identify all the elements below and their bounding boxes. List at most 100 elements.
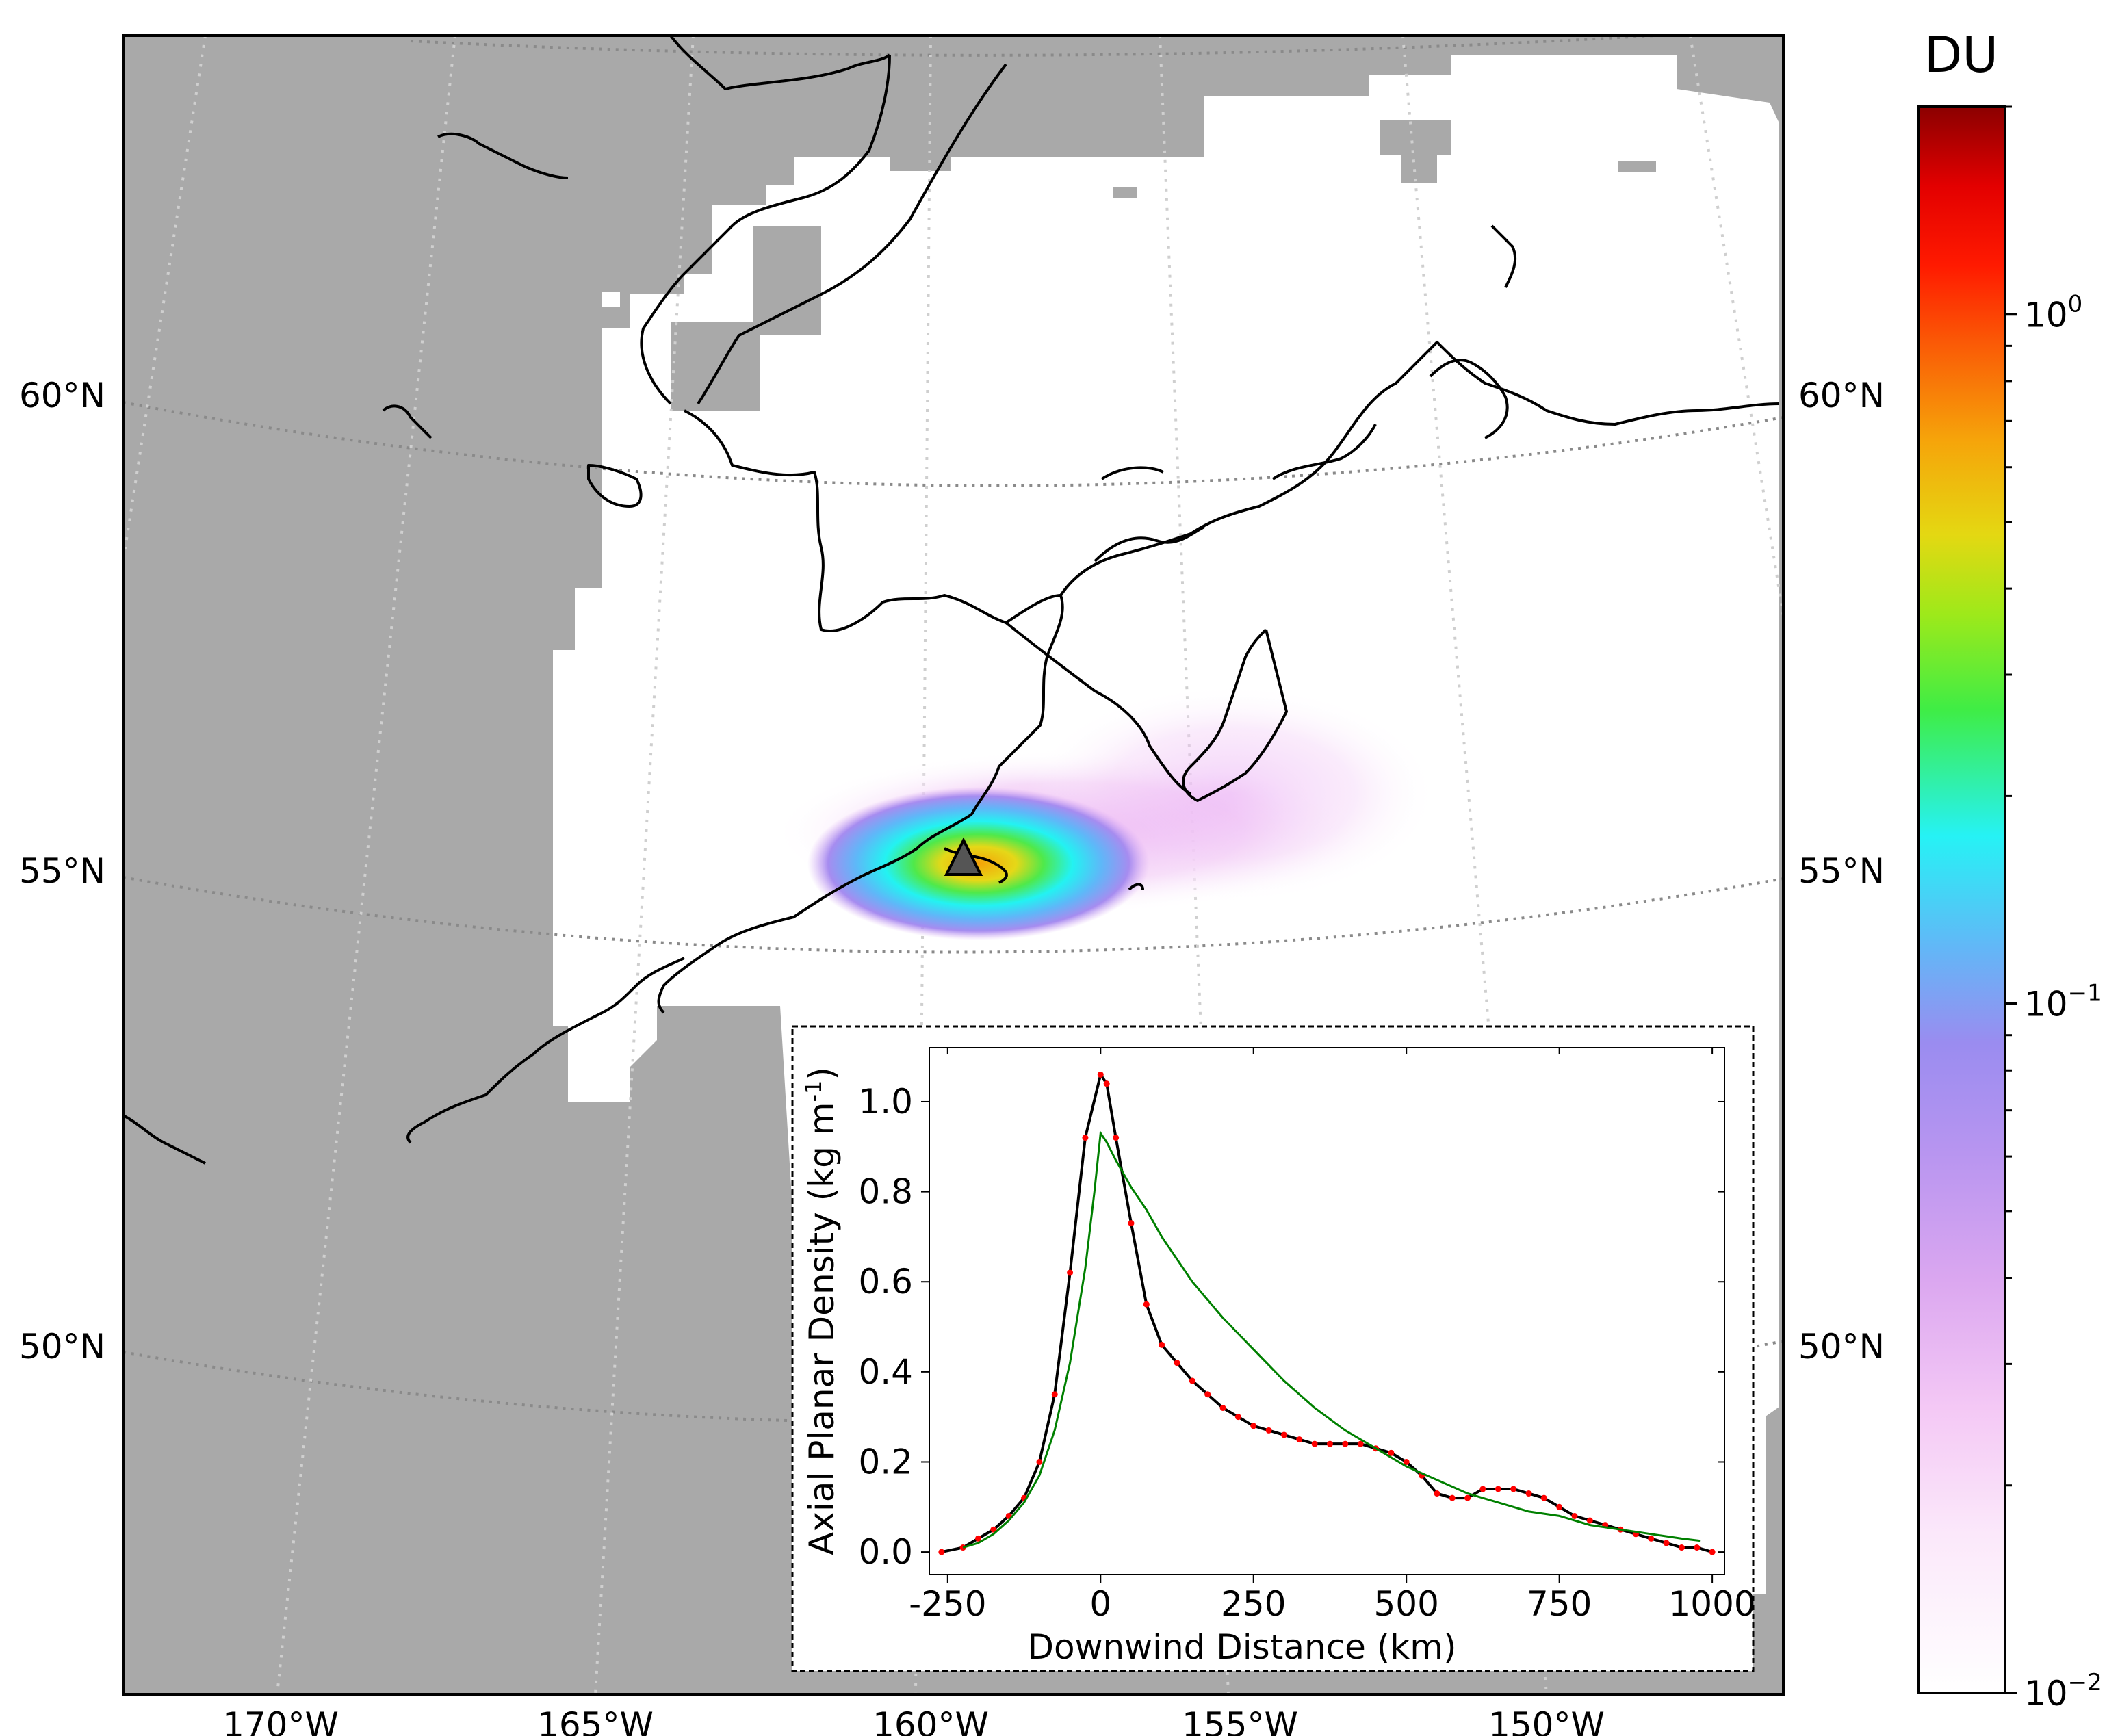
inset-data-point xyxy=(1250,1423,1257,1429)
inset-data-point xyxy=(1449,1494,1456,1501)
no-data-patch xyxy=(1401,155,1437,183)
inset-y-axis-label: Axial Planar Density (kg m-1) xyxy=(801,1067,842,1555)
inset-series-line-0 xyxy=(941,1071,1713,1554)
colorbar-gradient xyxy=(1917,105,2006,1694)
inset-data-point xyxy=(1586,1517,1593,1524)
map-frame xyxy=(122,34,1785,1696)
longitude-labels: 170°W 165°W 160°W 155°W 150°W xyxy=(222,1705,1605,1736)
no-data-patch xyxy=(1618,161,1656,172)
inset-x-ticks: -250 0 250 500 750 1000 xyxy=(909,1048,1756,1624)
inset-data-point xyxy=(1326,1440,1333,1447)
inset-y-tick-label: 0.8 xyxy=(858,1172,913,1212)
inset-data-point xyxy=(1510,1486,1517,1492)
no-data-patch xyxy=(1113,187,1137,198)
lat-label-55-right: 55°N xyxy=(1798,851,1885,891)
inset-data-point xyxy=(1174,1360,1180,1366)
colorbar-tick-label: 100 xyxy=(2024,290,2082,335)
inset-data-point xyxy=(1265,1427,1272,1434)
inset-data-point xyxy=(1540,1494,1547,1501)
inset-data-point xyxy=(1357,1440,1364,1447)
colorbar-tick-label: 10−1 xyxy=(2024,980,2102,1024)
inset-data-point xyxy=(990,1526,997,1533)
inset-data-point xyxy=(1189,1377,1195,1384)
colorbar-tick-label: 10−2 xyxy=(2024,1669,2102,1713)
inset-data-point xyxy=(1571,1512,1578,1519)
colorbar: DU 100 10−1 10−2 xyxy=(1917,26,2102,1713)
inset-data-point xyxy=(1113,1135,1120,1141)
no-data-patch xyxy=(602,292,620,307)
lon-label-170w: 170°W xyxy=(222,1705,339,1736)
inset-data-point xyxy=(1342,1440,1349,1447)
inset-data-point xyxy=(1103,1080,1110,1087)
lon-label-165w: 165°W xyxy=(537,1705,654,1736)
inset-data-point xyxy=(1204,1391,1211,1398)
inset-data-point xyxy=(1219,1404,1226,1411)
inset-data-point xyxy=(1678,1544,1685,1551)
lon-label-160w: 160°W xyxy=(872,1705,989,1736)
inset-data-point xyxy=(1234,1414,1241,1421)
volcano-triangle-icon xyxy=(944,837,983,876)
inset-data-point xyxy=(959,1544,966,1551)
inset-data-point xyxy=(1648,1535,1655,1542)
inset-data-point xyxy=(1097,1071,1104,1078)
inset-x-axis-label: Downwind Distance (km) xyxy=(1028,1627,1457,1667)
coastlines xyxy=(123,36,1780,1165)
inset-data-point xyxy=(1036,1458,1043,1465)
plume-core xyxy=(807,787,1150,940)
inset-chart: -250 0 250 500 750 1000 0.0 0.2 0.4 0.6 0.8 1.0 Do… xyxy=(791,1025,1756,1672)
lat-label-50-right: 50°N xyxy=(1798,1327,1885,1366)
inset-x-tick-label: 750 xyxy=(1527,1584,1592,1624)
latitude-labels-left: 60°N 55°N 50°N xyxy=(19,376,105,1366)
inset-data-point xyxy=(1159,1341,1165,1348)
inset-data-point xyxy=(1280,1431,1287,1438)
graticule-meridians xyxy=(123,36,1783,1694)
inset-y-tick-label: 0.2 xyxy=(858,1442,913,1481)
inset-x-tick-label: 0 xyxy=(1089,1584,1111,1624)
inset-data-point xyxy=(1694,1544,1701,1551)
lat-label-55-left: 55°N xyxy=(19,851,105,891)
lon-label-155w: 155°W xyxy=(1182,1705,1298,1736)
inset-data-point xyxy=(1479,1486,1486,1492)
inset-data-point xyxy=(1311,1440,1318,1447)
inset-series xyxy=(938,1071,1716,1555)
no-data-patch xyxy=(671,322,760,411)
inset-data-point xyxy=(1388,1449,1395,1456)
inset-data-point xyxy=(1143,1301,1150,1308)
inset-data-point xyxy=(1434,1490,1440,1497)
inset-data-point xyxy=(1709,1549,1716,1555)
colorbar-ticks: 100 10−1 10−2 xyxy=(2005,105,2102,1713)
inset-y-tick-label: 1.0 xyxy=(858,1082,913,1122)
inset-data-point xyxy=(1067,1269,1074,1276)
inset-data-point xyxy=(975,1535,982,1542)
inset-data-point xyxy=(1663,1540,1670,1546)
no-data-patch xyxy=(1380,120,1451,155)
latitude-labels-right: 60°N 55°N 50°N xyxy=(1798,376,1885,1366)
inset-x-tick-label: 250 xyxy=(1221,1584,1286,1624)
inset-plot-area xyxy=(929,1047,1725,1575)
lat-label-50-left: 50°N xyxy=(19,1327,105,1366)
lat-label-60-left: 60°N xyxy=(19,376,105,415)
inset-x-tick-label: -250 xyxy=(909,1584,986,1624)
lon-label-150w: 150°W xyxy=(1488,1705,1605,1736)
inset-data-point xyxy=(1051,1391,1058,1398)
inset-data-point xyxy=(1403,1458,1410,1465)
lat-label-60-right: 60°N xyxy=(1798,376,1885,415)
inset-y-tick-label: 0.0 xyxy=(858,1532,913,1572)
inset-data-point xyxy=(1082,1135,1089,1141)
inset-data-point xyxy=(1128,1220,1135,1227)
inset-x-tick-label: 500 xyxy=(1373,1584,1438,1624)
inset-data-point xyxy=(1464,1494,1471,1501)
colorbar-title: DU xyxy=(1924,26,1998,83)
inset-x-tick-label: 1000 xyxy=(1668,1584,1755,1624)
inset-series-line-1 xyxy=(962,1130,1701,1549)
inset-data-point xyxy=(1525,1490,1532,1497)
inset-data-point xyxy=(1495,1486,1501,1492)
inset-data-point xyxy=(1556,1503,1563,1510)
inset-y-tick-label: 0.4 xyxy=(858,1352,913,1392)
no-data-patch xyxy=(753,226,821,335)
inset-data-point xyxy=(1296,1436,1303,1443)
inset-data-point xyxy=(938,1549,945,1555)
inset-y-ticks: 0.0 0.2 0.4 0.6 0.8 1.0 xyxy=(858,1082,1724,1572)
inset-y-tick-label: 0.6 xyxy=(858,1262,913,1301)
